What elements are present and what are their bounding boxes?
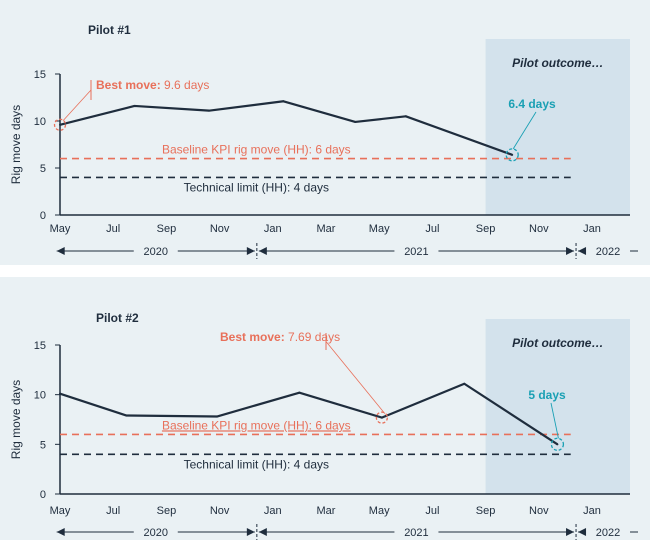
pilot-2-best-move-marker <box>375 411 389 424</box>
pilot-2-y-tick-label: 0 <box>40 489 46 501</box>
pilot-1-y-tick-label: 10 <box>34 116 46 128</box>
pilot-2-year-2020-arrow-right <box>246 528 255 536</box>
pilot-1-data-point-1 <box>133 104 136 107</box>
pilot-1-technical-limit-label: Technical limit (HH): 4 days <box>184 180 329 194</box>
pilot-1-x-tick-label: Mar <box>317 223 336 235</box>
pilot-1-outcome-region <box>485 39 630 215</box>
pilot-2-x-tick-label: May <box>50 505 71 517</box>
pilot-1-year-2020-arrow-left <box>56 247 65 255</box>
pilot-1-x-tick-label: Nov <box>210 223 230 235</box>
pilot-2-panel: Pilot outcome… Pilot #2 Rig move days 0 5 10 1… <box>0 277 650 540</box>
pilot-2-data-point-3 <box>298 391 301 394</box>
pilot-1-best-move-label: Best move: 9.6 days <box>96 78 209 92</box>
pilot-2-data-point-1 <box>125 414 128 417</box>
pilot-2-year-2021-label: 2021 <box>404 527 428 539</box>
pilot-2-year-2022-arrow-left <box>578 528 587 536</box>
pilot-2-year-2020-arrow-left <box>56 528 65 536</box>
pilot-1-y-tick-label: 15 <box>34 69 46 81</box>
pilot-1-title: Pilot #1 <box>88 23 131 37</box>
pilot-1-outcome-marker <box>505 148 519 162</box>
pilot-2-best-move-leader <box>325 341 386 414</box>
pilot-2-data-point-2 <box>215 415 218 418</box>
pilot-1-year-2020-label: 2020 <box>144 246 168 258</box>
pilot-1-data-point-6 <box>511 153 514 156</box>
pilot-2-x-tick-label: Jul <box>425 505 439 517</box>
pilot-1-best-move-leader <box>62 89 92 122</box>
pilot-1-chart: Pilot outcome… Pilot #1 Rig move days 0 5 10 1… <box>9 23 638 259</box>
pilot-2-series-line <box>59 382 559 446</box>
pilot-2-year-2021-arrow-left <box>258 528 267 536</box>
pilot-1-data-point-2 <box>207 109 210 112</box>
pilot-1-outcome-region-title: Pilot outcome… <box>512 56 603 70</box>
pilot-2-outcome-marker <box>550 437 565 451</box>
pilot-2-outcome-region-title: Pilot outcome… <box>512 336 603 350</box>
pilot-2-title: Pilot #2 <box>96 311 139 325</box>
pilot-1-data-point-0 <box>59 123 61 126</box>
pilot-2-x-tick-label: Jul <box>106 505 120 517</box>
pilot-2-y-tick-label: 5 <box>40 439 46 451</box>
pilot-2-x-tick-label: Mar <box>317 505 336 517</box>
pilot-2-outcome-leader <box>550 402 559 439</box>
pilot-2-year-2021-arrow-right <box>566 528 575 536</box>
pilot-2-x-tick-label: May <box>369 505 390 517</box>
pilot-1-data-point-4 <box>354 120 357 123</box>
pilot-2-best-move-label: Best move: 7.69 days <box>220 330 340 344</box>
pilot-1-data-point-5 <box>404 115 407 118</box>
pilot-1-year-2022-arrow-left <box>578 247 587 255</box>
pilot-2-baseline-label: Baseline KPI rig move (HH): 6 days <box>162 418 351 432</box>
pilot-2-x-tick-label: Jan <box>583 505 601 517</box>
pilot-2-x-tick-label: Jan <box>264 505 282 517</box>
pilot-1-x-tick-label: Jan <box>264 223 282 235</box>
pilot-2-data-point-6 <box>556 443 559 446</box>
pilot-1-best-move-label-bold: Best move: <box>96 78 164 92</box>
pilot-1-baseline-label: Baseline KPI rig move (HH): 6 days <box>162 143 351 157</box>
pilot-2-x-tick-label: Nov <box>210 505 230 517</box>
pilot-1-y-tick-label: 0 <box>40 210 46 222</box>
pilot-2-year-2022-label: 2022 <box>596 527 620 539</box>
pilot-1-x-tick-label: Jul <box>425 223 439 235</box>
pilot-2-technical-limit-label: Technical limit (HH): 4 days <box>184 457 329 471</box>
pilot-1-x-tick-label: May <box>50 223 71 235</box>
pilot-2-y-tick-label: 15 <box>34 340 46 352</box>
pilot-2-y-axis-label: Rig move days <box>9 380 23 459</box>
pilot-1-y-tick-label: 5 <box>40 163 46 175</box>
pilot-2-x-tick-label: Sep <box>157 505 177 517</box>
pilot-1-year-2022-label: 2022 <box>596 246 620 258</box>
pilot-2-chart: Pilot outcome… Pilot #2 Rig move days 0 5 10 1… <box>9 311 638 540</box>
pilot-2-outcome-label: 5 days <box>528 388 566 402</box>
pilot-1-x-tick-label: Sep <box>476 223 496 235</box>
pilot-2-best-move-label-value: 7.69 days <box>288 330 340 344</box>
pilot-1-best-move-marker <box>53 118 67 131</box>
pilot-2-data-point-5 <box>463 382 466 385</box>
pilot-2-x-tick-label: Nov <box>529 505 549 517</box>
pilot-1-x-tick-label: Jul <box>106 223 120 235</box>
pilot-2-best-move-label-bold: Best move: <box>220 330 288 344</box>
pilot-2-x-tick-label: Sep <box>476 505 496 517</box>
pilot-1-best-move-label-value: 9.6 days <box>164 78 209 92</box>
pilot-1-data-point-3 <box>282 100 285 103</box>
pilot-1-x-tick-label: Jan <box>583 223 601 235</box>
pilot-1-y-axis-label: Rig move days <box>9 105 23 184</box>
pilot-1-x-tick-label: Sep <box>157 223 177 235</box>
pilot-2-data-point-0 <box>59 392 61 395</box>
pilot-1-outcome-leader <box>512 111 537 150</box>
pilot-2-outcome-region <box>485 319 630 494</box>
pilot-1-x-tick-label: Nov <box>529 223 549 235</box>
pilot-1-x-tick-label: May <box>369 223 390 235</box>
pilot-1-year-2021-label: 2021 <box>404 246 428 258</box>
pilot-2-y-tick-label: 10 <box>34 390 46 402</box>
pilot-1-year-2020-arrow-right <box>246 247 255 255</box>
pilot-1-outcome-label: 6.4 days <box>508 97 556 111</box>
pilot-2-year-2020-label: 2020 <box>144 527 168 539</box>
pilot-2-data-point-4 <box>380 416 383 419</box>
pilot-1-year-2021-arrow-left <box>258 247 267 255</box>
pilot-1-panel: Pilot outcome… Pilot #1 Rig move days 0 5 10 1… <box>0 0 650 265</box>
pilot-1-year-2021-arrow-right <box>566 247 575 255</box>
